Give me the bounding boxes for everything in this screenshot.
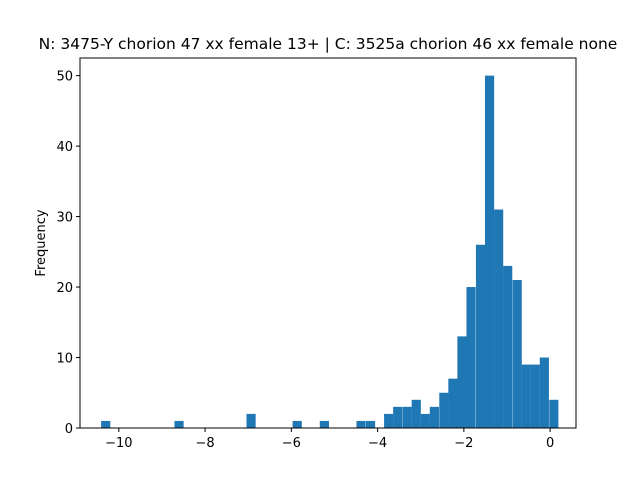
y-tick-label: 30 (56, 211, 73, 226)
histogram-bar (512, 280, 522, 428)
bars-group (101, 75, 559, 428)
histogram-bar (484, 75, 495, 428)
y-axis-label: Frequency (34, 209, 49, 276)
chart-title: N: 3475-Y chorion 47 xx female 13+ | C: … (39, 35, 618, 53)
histogram-bar (101, 420, 111, 428)
histogram-bar (411, 399, 421, 428)
x-axis-ticks: −10 −8 −6 −4 −2 0 (105, 428, 554, 451)
histogram-bar (494, 209, 504, 428)
y-tick-label: 10 (56, 352, 73, 367)
histogram-bar (448, 378, 458, 428)
histogram-bar (530, 364, 540, 428)
histogram-bar (466, 287, 476, 428)
histogram-bar (384, 413, 394, 428)
histogram-bar (439, 392, 449, 428)
histogram-bar (402, 406, 412, 428)
x-tick-label: −10 (105, 436, 132, 451)
histogram-bar (539, 357, 549, 428)
histogram-bar (319, 420, 329, 428)
y-tick-label: 50 (56, 70, 73, 85)
y-tick-label: 20 (56, 281, 73, 296)
histogram-bar (503, 265, 513, 428)
histogram-bar (457, 336, 467, 428)
histogram-bar (475, 244, 486, 428)
plot-frame (79, 57, 577, 429)
y-axis-ticks: 0 10 20 30 40 50 (56, 70, 80, 437)
histogram-bar (521, 364, 531, 428)
y-tick-label: 40 (56, 140, 73, 155)
histogram-bar (429, 406, 439, 428)
x-tick-label: 0 (546, 436, 554, 451)
histogram-bar (549, 399, 559, 428)
y-tick-label: 0 (65, 422, 73, 437)
histogram-bar (246, 413, 256, 428)
histogram-bar (292, 420, 302, 428)
x-tick-label: −8 (195, 436, 214, 451)
histogram-bar (420, 413, 430, 428)
x-tick-label: −2 (454, 436, 473, 451)
x-tick-label: −4 (368, 436, 387, 451)
x-tick-label: −6 (282, 436, 301, 451)
histogram-bar (365, 420, 376, 428)
histogram-bar (356, 420, 366, 428)
histogram-bar (393, 406, 403, 428)
histogram-bar (174, 420, 184, 428)
